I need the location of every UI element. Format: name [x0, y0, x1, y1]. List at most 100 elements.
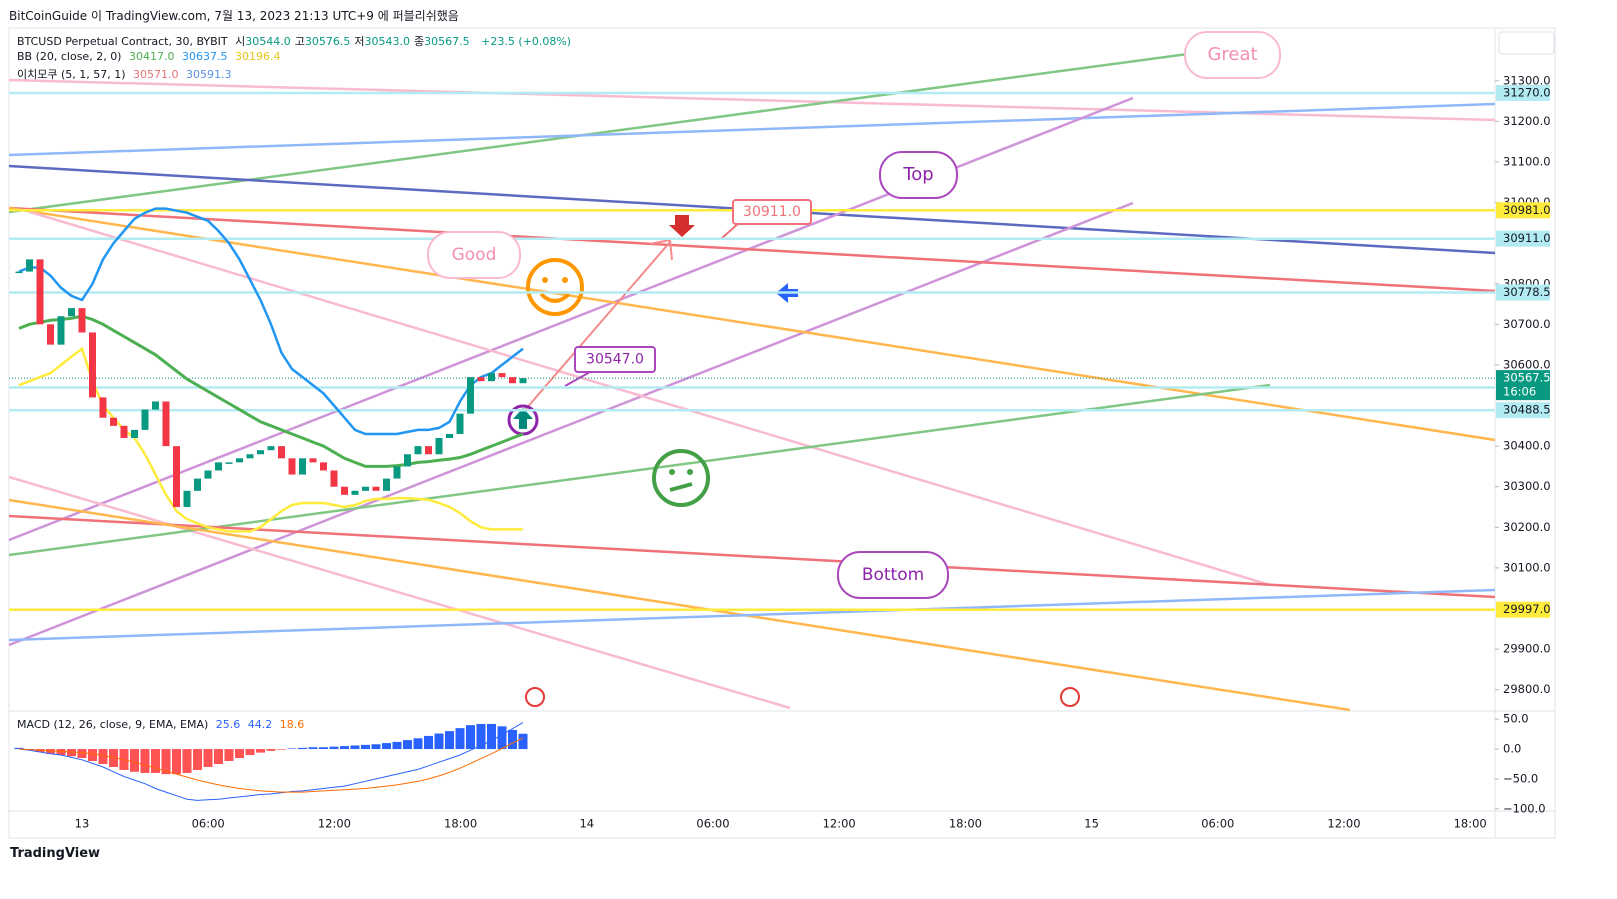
macd-bar — [298, 747, 307, 750]
macd-bar — [130, 749, 139, 772]
candle — [267, 446, 275, 451]
arrow-line — [524, 241, 671, 411]
macd-bar — [308, 747, 318, 750]
x-tick-label: 12:00 — [318, 817, 351, 831]
macd-legend: MACD (12, 26, close, 9, EMA, EMA) 25.6 4… — [17, 718, 308, 731]
ohlc-label: 시 — [235, 35, 246, 48]
y-tick-label: 30400.0 — [1503, 439, 1551, 453]
macd-bar — [424, 735, 433, 750]
macd-bar — [518, 733, 528, 750]
candle — [404, 454, 411, 467]
smiley-eye — [542, 277, 548, 283]
candle — [425, 446, 432, 455]
macd-bar — [88, 749, 97, 761]
countdown: 16:06 — [1503, 385, 1536, 399]
candle — [393, 466, 401, 479]
y-tick-label: 31100.0 — [1503, 154, 1551, 168]
y-tick-label: 30600.0 — [1503, 357, 1551, 371]
price-label: 30778.5 — [1503, 285, 1551, 299]
ohlc-label: 고 — [294, 35, 305, 48]
macd-bar — [361, 744, 370, 750]
face-mouth — [669, 482, 693, 492]
ohlc-label: 종 — [414, 35, 425, 48]
candle — [78, 308, 86, 333]
trend-line — [8, 201, 1134, 647]
bb-value: 30196.4 — [234, 50, 281, 63]
macd-bar — [329, 746, 339, 750]
candle — [498, 373, 506, 378]
candle — [257, 450, 264, 455]
macd-line — [18, 737, 524, 793]
candle — [372, 486, 380, 491]
candle — [414, 446, 422, 455]
price-label-bg — [1496, 284, 1550, 301]
callout-text: Great — [1207, 44, 1257, 65]
y-tick-label: 30200.0 — [1503, 520, 1551, 534]
trend-line — [8, 102, 1496, 157]
last-price-label: 30567.5 — [1503, 371, 1551, 385]
candle — [131, 429, 138, 439]
candle — [330, 470, 338, 487]
band-line — [18, 207, 524, 436]
candle — [152, 401, 159, 410]
macd-value: 25.6 — [215, 718, 241, 731]
bb-legend: BB (20, close, 2, 0) 30417.0 30637.5 301… — [17, 50, 284, 63]
x-tick-label: 13 — [75, 817, 90, 831]
candle — [57, 316, 65, 345]
candle — [488, 373, 495, 382]
price-label-bg — [1496, 402, 1550, 419]
macd-bar — [214, 749, 223, 764]
y-tick-label: 31300.0 — [1503, 73, 1551, 87]
candle — [320, 462, 327, 471]
candle — [204, 470, 212, 479]
callout-pointer — [564, 371, 591, 387]
drawings — [8, 41, 1496, 712]
smiley-mouth — [539, 292, 571, 303]
event-flag[interactable] — [525, 687, 545, 707]
callout — [427, 231, 521, 279]
callout — [879, 151, 958, 199]
macd-bar — [98, 749, 108, 764]
candle — [467, 377, 474, 414]
trend-line — [8, 206, 1496, 293]
callout-text: Top — [902, 164, 933, 185]
macd-bar — [371, 744, 381, 750]
candle — [341, 486, 348, 495]
macd-value: 44.2 — [247, 718, 273, 731]
settings-box[interactable] — [1498, 31, 1555, 55]
candle — [299, 458, 306, 475]
symbol: BTCUSD Perpetual Contract, 30, BYBIT — [17, 35, 228, 48]
ohlc-value: 30567.5 — [424, 35, 470, 48]
macd-bar — [67, 749, 76, 757]
macd-bar — [434, 733, 444, 750]
macd-bar — [161, 749, 171, 775]
candle — [183, 490, 191, 508]
candle — [278, 446, 285, 459]
x-tick-label: 06:00 — [192, 817, 225, 831]
macd-bar — [319, 747, 328, 750]
event-flag[interactable] — [1060, 687, 1080, 707]
macd-bar — [277, 749, 286, 750]
macd-bar — [151, 749, 160, 773]
macd-bar — [287, 748, 297, 750]
price-label: 30911.0 — [1503, 231, 1551, 245]
callout — [1184, 31, 1281, 79]
macd-line — [18, 722, 524, 801]
ichimoku-value: 30591.3 — [186, 68, 232, 81]
confused-face — [652, 449, 710, 507]
macd-bar — [203, 749, 213, 767]
y-tick-label: 29800.0 — [1503, 682, 1551, 696]
macd-bar — [340, 746, 349, 750]
macd-bar — [476, 723, 486, 750]
trend-line — [8, 588, 1496, 642]
macd-tick-label: 0.0 — [1503, 742, 1521, 756]
macd-bar — [172, 749, 181, 775]
band-line — [18, 314, 524, 468]
face-eye — [687, 469, 693, 475]
candle — [519, 378, 527, 384]
macd-bar — [224, 749, 234, 761]
callout-text: Bottom — [862, 565, 924, 585]
trend-line — [8, 475, 791, 710]
candle — [47, 324, 54, 345]
macd-bar — [455, 728, 465, 750]
